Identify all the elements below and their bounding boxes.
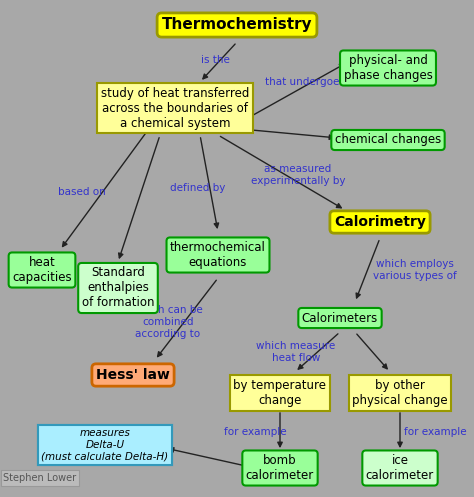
Text: Calorimeters: Calorimeters [302, 312, 378, 325]
Text: for example: for example [224, 427, 286, 437]
Text: heat
capacities: heat capacities [12, 256, 72, 284]
Text: Hess' law: Hess' law [96, 368, 170, 382]
Text: which employs
various types of: which employs various types of [373, 259, 457, 281]
Text: measures
Delta-U
(must calculate Delta-H): measures Delta-U (must calculate Delta-H… [41, 428, 169, 462]
Text: physical- and
phase changes: physical- and phase changes [344, 54, 432, 82]
Text: Stephen Lower: Stephen Lower [3, 473, 77, 483]
Text: Calorimetry: Calorimetry [334, 215, 426, 229]
Text: Thermochemistry: Thermochemistry [162, 17, 312, 32]
Text: by temperature
change: by temperature change [234, 379, 327, 407]
Text: which can be
combined
according to: which can be combined according to [134, 305, 202, 338]
Text: chemical changes: chemical changes [335, 134, 441, 147]
Text: as measured
experimentally by: as measured experimentally by [251, 164, 345, 186]
Text: by other
physical change: by other physical change [352, 379, 448, 407]
Text: thermochemical
equations: thermochemical equations [170, 241, 266, 269]
Text: bomb
calorimeter: bomb calorimeter [246, 454, 314, 482]
Text: study of heat transferred
across the boundaries of
a chemical system: study of heat transferred across the bou… [101, 86, 249, 130]
Text: which measure
heat flow: which measure heat flow [256, 341, 336, 363]
Text: ice
calorimeter: ice calorimeter [366, 454, 434, 482]
Text: for example: for example [404, 427, 466, 437]
Text: based on: based on [58, 187, 106, 197]
Text: measures
Delta-U
(must calculate Delta-H): measures Delta-U (must calculate Delta-H… [41, 428, 169, 462]
Text: Standard
enthalpies
of formation: Standard enthalpies of formation [82, 266, 154, 310]
Text: defined by: defined by [170, 183, 226, 193]
Text: is the: is the [201, 55, 229, 65]
Text: that undergoes: that undergoes [265, 77, 345, 87]
